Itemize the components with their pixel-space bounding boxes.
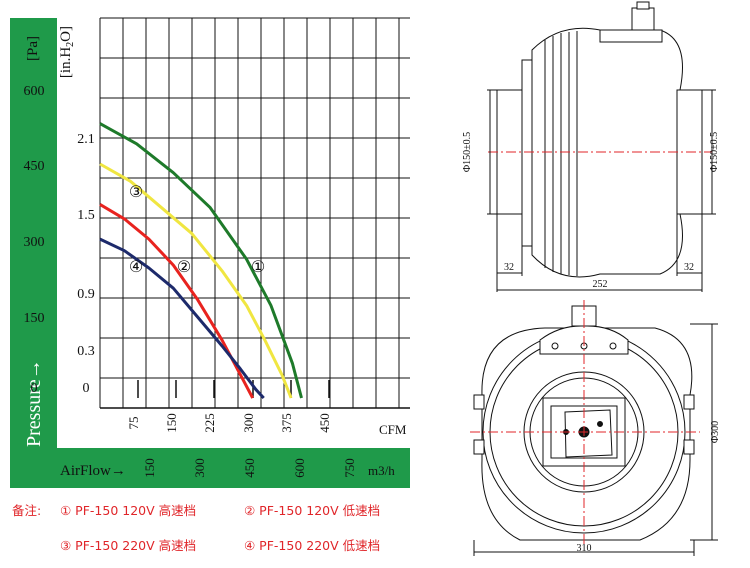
series-line-2 xyxy=(99,203,255,399)
x-tick-m3h: 600 xyxy=(292,458,307,478)
note-item-1: ① PF-150 120V 高速档 xyxy=(60,503,197,518)
dim-total-length: 252 xyxy=(593,279,608,290)
x-tick-cfm: 225 xyxy=(202,413,217,433)
x-tick-cfm: 150 xyxy=(164,413,179,433)
x-tick-cfm: 300 xyxy=(241,413,256,433)
y-tick-pa: 600 xyxy=(24,84,45,99)
x-axis-green-band xyxy=(10,448,410,488)
y-tick-pa: 450 xyxy=(24,159,45,174)
series-layer xyxy=(99,122,303,400)
note-item-4: ④ PF-150 220V 低速档 xyxy=(244,538,381,553)
y-tick-inh2o: 1.5 xyxy=(77,208,95,223)
dim-right-diameter: Φ150±0.5 xyxy=(709,132,720,172)
motor-body xyxy=(531,27,683,278)
y-tick-inh2o: 2.1 xyxy=(77,132,95,147)
y-tick-inh2o: 0.9 xyxy=(77,287,95,302)
x-tick-m3h: 750 xyxy=(342,458,357,478)
curve-label-4: ④ xyxy=(129,257,143,276)
x-unit-m3h: m3/h xyxy=(368,463,395,478)
dim-left-length: 32 xyxy=(504,262,514,273)
x-tick-cfm: 75 xyxy=(126,417,141,430)
x-unit-cfm: CFM xyxy=(379,422,407,437)
y-tick-pa: 300 xyxy=(24,235,45,250)
note-item-2: ② PF-150 120V 低速档 xyxy=(244,503,381,518)
x-tick-m3h: 450 xyxy=(242,458,257,478)
plot-area xyxy=(99,17,410,409)
x-tick-cfm: 375 xyxy=(279,413,294,433)
side-view-drawing xyxy=(487,1,716,292)
cable-gland xyxy=(631,7,655,31)
series-line-4 xyxy=(99,237,265,400)
x-tick-m3h: 150 xyxy=(142,458,157,478)
y-unit-inh2o: [in.H2O] xyxy=(58,26,76,78)
dim-width: 310 xyxy=(577,543,592,554)
dim-height: Φ300 xyxy=(710,421,721,443)
front-view-drawing xyxy=(470,300,718,556)
y-tick-inh2o: 0 xyxy=(83,381,90,396)
dim-right-length: 32 xyxy=(684,262,694,273)
x-tick-m3h: 300 xyxy=(192,458,207,478)
series-line-1 xyxy=(99,122,303,399)
tick-labels: 600 450 300 150 0 2.1 1.5 0.9 0.3 0 75 150 225 300 375… xyxy=(24,84,358,478)
curve-label-2: ② xyxy=(177,257,191,276)
dim-left-diameter: Φ150±0.5 xyxy=(462,132,473,172)
y-tick-inh2o: 0.3 xyxy=(77,344,95,359)
note-item-3: ③ PF-150 220V 高速档 xyxy=(60,538,197,553)
y-tick-pa: 150 xyxy=(24,311,45,326)
y-tick-pa: 0 xyxy=(31,381,38,396)
curve-label-3: ③ xyxy=(129,182,143,201)
x-axis-title: AirFlow→ xyxy=(60,463,126,479)
y-axis-title: Pressure→ xyxy=(23,359,45,447)
series-line-3 xyxy=(99,162,293,399)
curve-label-1: ① xyxy=(251,257,265,276)
y-unit-pa: [Pa] xyxy=(25,36,41,61)
curve-labels: ① ② ③ ④ xyxy=(129,182,265,276)
note-prefix: 备注: xyxy=(12,503,42,518)
y-axis-green-band xyxy=(10,18,57,474)
x-tick-cfm: 450 xyxy=(317,413,332,433)
